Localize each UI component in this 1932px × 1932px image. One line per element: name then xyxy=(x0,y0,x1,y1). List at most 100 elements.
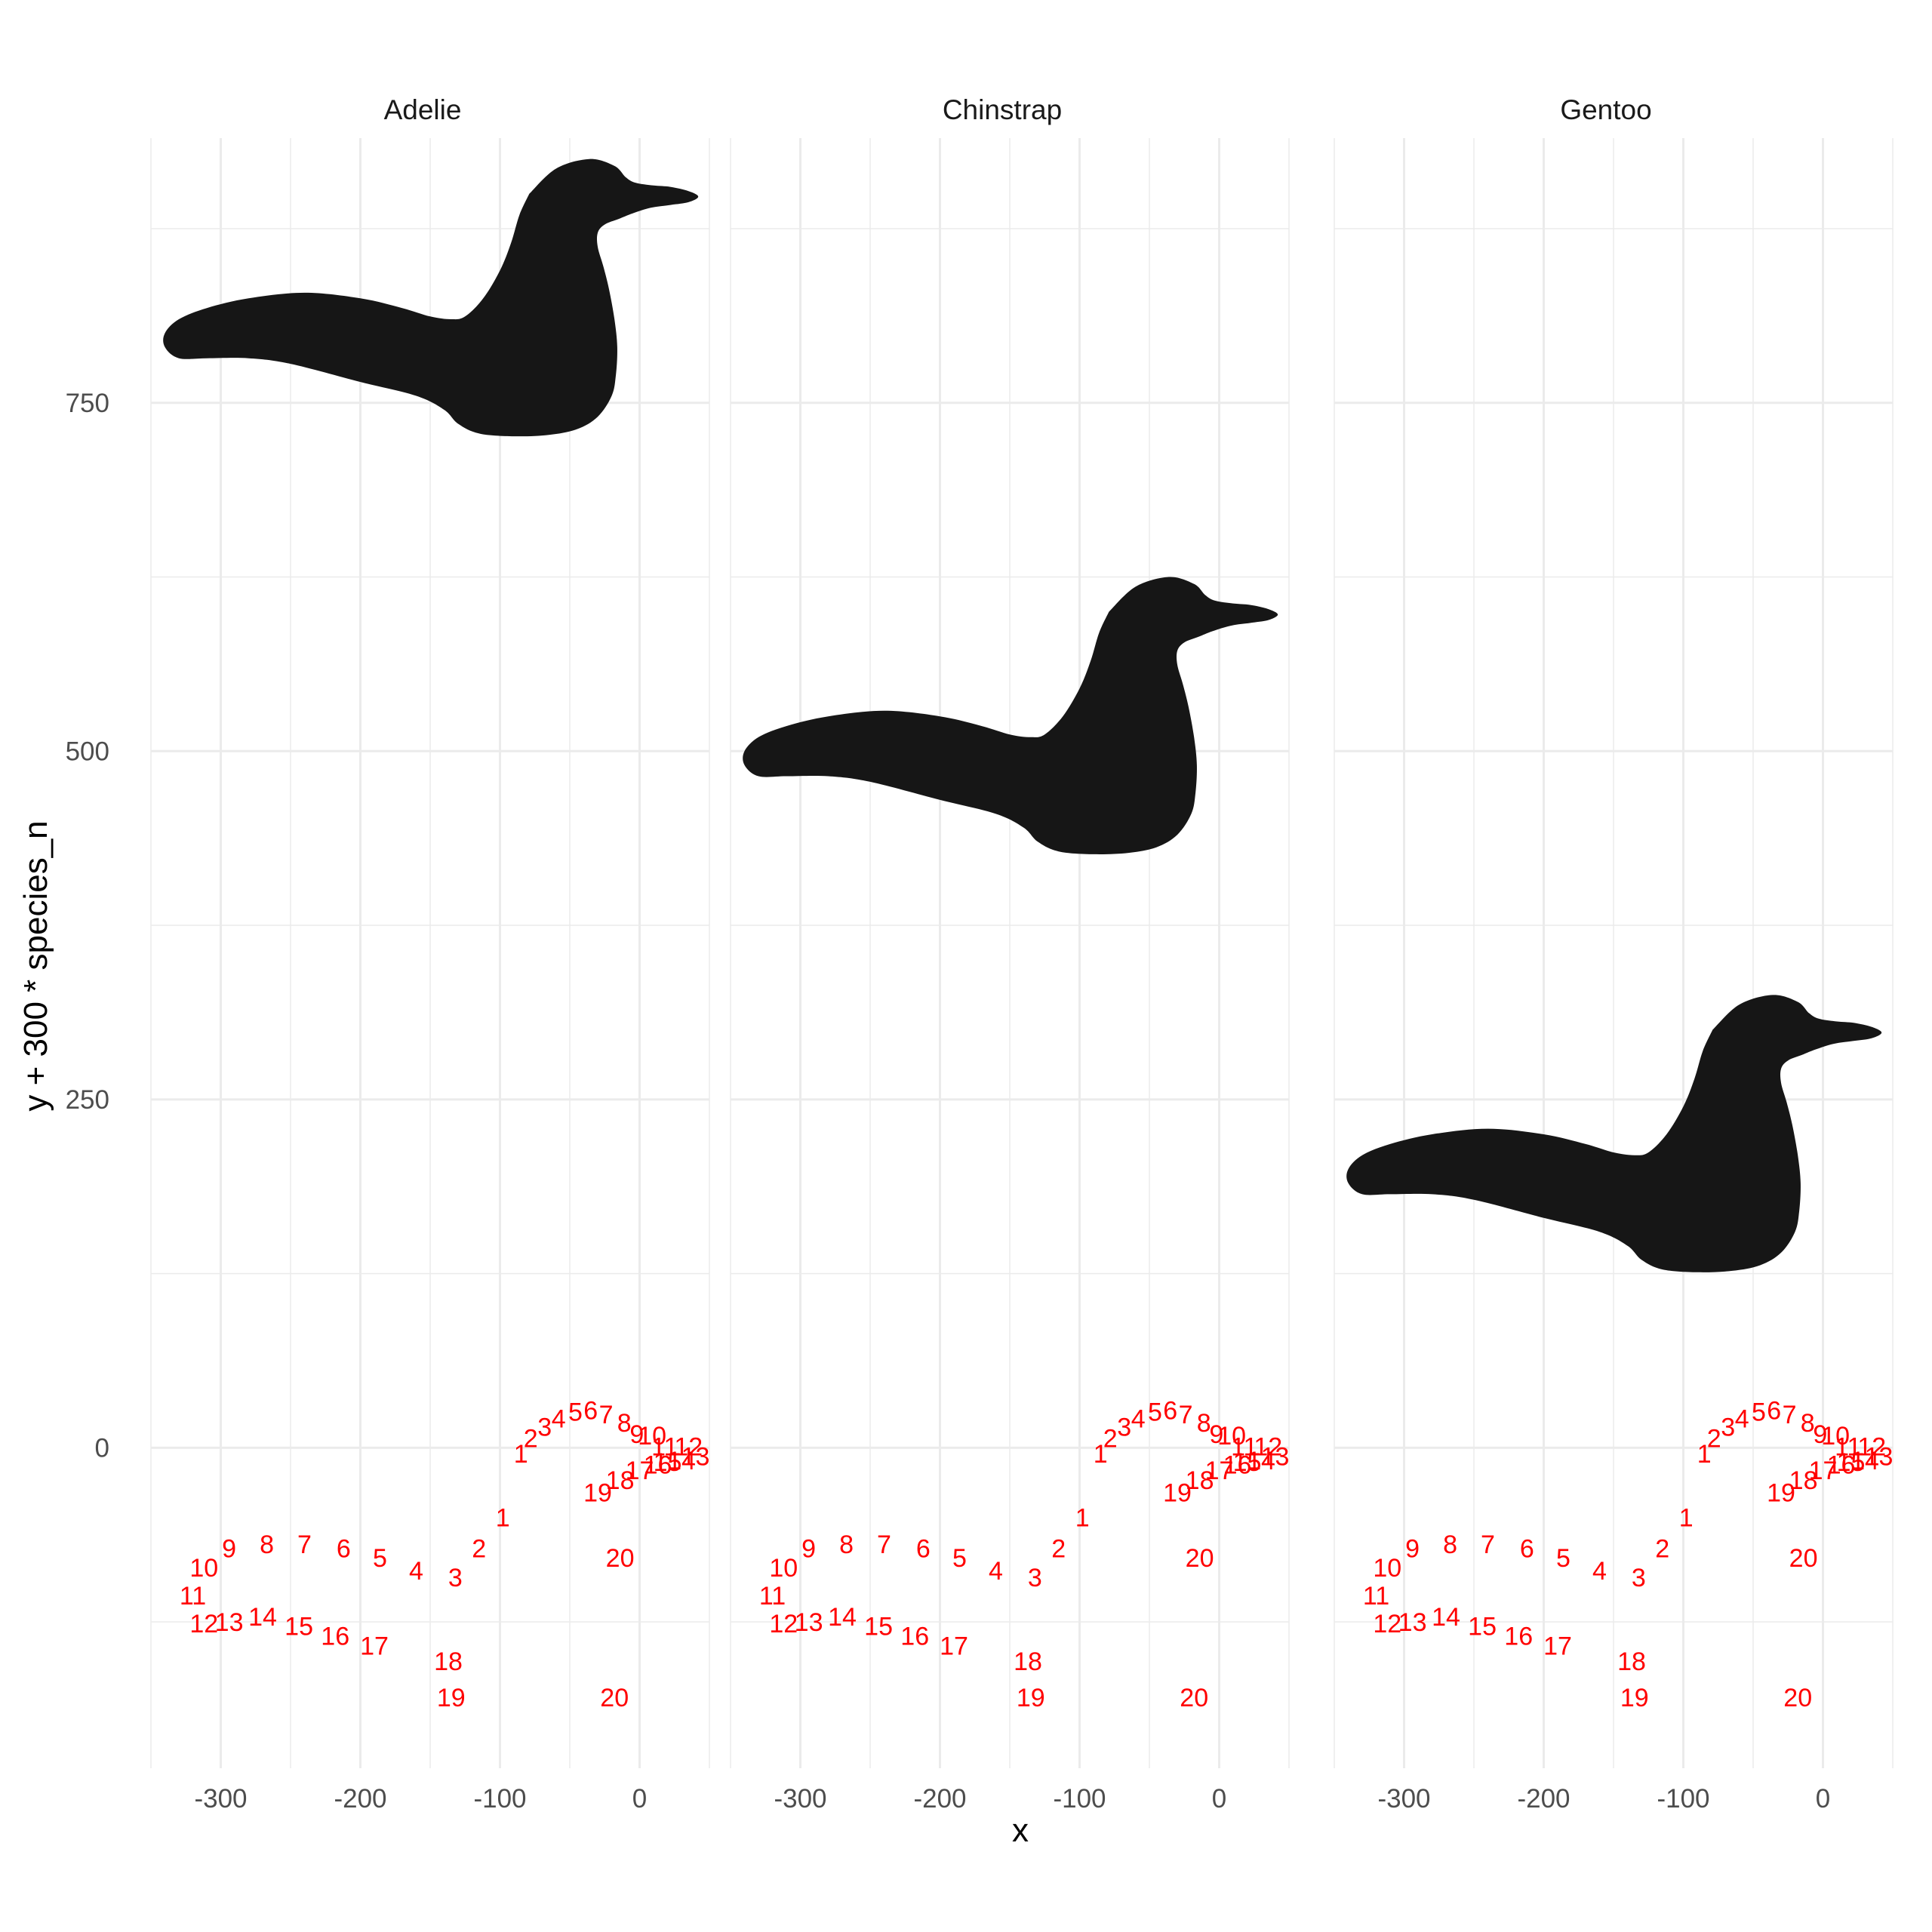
y-tick-label: 250 xyxy=(66,1085,109,1115)
point-label: 10 xyxy=(1217,1422,1246,1451)
point-label: 18 xyxy=(1789,1466,1818,1495)
point-label: 6 xyxy=(1163,1397,1177,1426)
point-label: 9 xyxy=(801,1534,816,1563)
y-axis: 0 250 500 750 xyxy=(66,389,109,1463)
point-label: 10 xyxy=(1373,1554,1401,1583)
point-label: 19 xyxy=(583,1478,612,1507)
point-label: 8 xyxy=(260,1531,274,1559)
point-label: 17 xyxy=(1809,1457,1838,1485)
point-label: 6 xyxy=(337,1534,351,1563)
point-label: 3 xyxy=(448,1564,463,1592)
point-label: 15 xyxy=(285,1613,313,1641)
point-label: 12 xyxy=(1254,1433,1282,1462)
point-label: 19 xyxy=(1620,1684,1649,1712)
shape-fill xyxy=(163,158,699,437)
x-tick-label: -100 xyxy=(473,1784,526,1814)
point-label: 13 xyxy=(681,1442,710,1471)
x-tick-label: -300 xyxy=(774,1784,826,1814)
point-label: 1 xyxy=(514,1440,528,1469)
point-label: 4 xyxy=(409,1557,423,1586)
y-tick-label: 500 xyxy=(66,737,109,766)
point-label: 16 xyxy=(321,1623,349,1651)
point-label: 18 xyxy=(1617,1647,1646,1676)
facet-strip-label: Chinstrap xyxy=(943,94,1062,125)
point-label: 8 xyxy=(617,1409,632,1438)
point-label: 17 xyxy=(626,1457,654,1485)
point-label: 20 xyxy=(1789,1544,1818,1573)
point-label: 8 xyxy=(1443,1531,1457,1559)
point-label: 20 xyxy=(1186,1544,1214,1573)
point-label: 11 xyxy=(180,1582,206,1611)
point-label: 12 xyxy=(189,1610,218,1638)
point-label: 14 xyxy=(1850,1447,1879,1475)
x-tick-label: 0 xyxy=(632,1784,647,1814)
point-label: 6 xyxy=(1520,1534,1534,1563)
point-label: 13 xyxy=(795,1608,823,1637)
point-label: 3 xyxy=(1117,1414,1131,1442)
point-label: 11 xyxy=(651,1433,678,1462)
point-label: 3 xyxy=(1028,1564,1042,1592)
point-label: 10 xyxy=(1821,1422,1850,1451)
facet-strip-label: Adelie xyxy=(384,94,462,125)
point-label: 4 xyxy=(1131,1405,1146,1434)
point-label: 15 xyxy=(864,1613,893,1641)
facet-strip-label: Gentoo xyxy=(1560,94,1651,125)
point-label: 2 xyxy=(1103,1424,1118,1453)
point-label: 17 xyxy=(1205,1457,1234,1485)
point-label: 10 xyxy=(638,1422,666,1451)
point-label: 11 xyxy=(1363,1582,1389,1611)
point-label: 15 xyxy=(654,1448,682,1477)
point-label: 2 xyxy=(472,1534,486,1563)
point-label: 7 xyxy=(599,1401,614,1429)
point-label: 1 xyxy=(1075,1504,1090,1533)
y-axis-title: y + 300 * species_n xyxy=(17,820,54,1111)
point-label: 20 xyxy=(600,1684,629,1712)
point-label: 19 xyxy=(1767,1478,1795,1507)
x-tick-label: -100 xyxy=(1657,1784,1709,1814)
point-label: 12 xyxy=(1857,1433,1886,1462)
point-label: 9 xyxy=(1813,1420,1827,1449)
point-label: 17 xyxy=(360,1632,389,1661)
point-label: 7 xyxy=(297,1531,312,1559)
point-label: 2 xyxy=(524,1424,538,1453)
point-label: 1 xyxy=(1697,1440,1712,1469)
x-tick-label: -300 xyxy=(1377,1784,1430,1814)
x-tick-label: -100 xyxy=(1053,1784,1106,1814)
x-tick-label: -300 xyxy=(194,1784,247,1814)
point-label: 7 xyxy=(1481,1531,1495,1559)
point-label: 16 xyxy=(900,1623,929,1651)
point-label: 16 xyxy=(644,1451,672,1480)
point-label: 1 xyxy=(496,1504,510,1533)
point-label: 13 xyxy=(215,1608,244,1637)
point-label: 1 xyxy=(1094,1440,1108,1469)
point-label: 3 xyxy=(1721,1414,1735,1442)
point-label: 20 xyxy=(1180,1684,1208,1712)
point-label: 16 xyxy=(1827,1451,1856,1480)
y-tick-label: 750 xyxy=(66,389,109,418)
point-label: 16 xyxy=(1504,1623,1533,1651)
point-label: 8 xyxy=(839,1531,854,1559)
point-label: 5 xyxy=(1752,1398,1766,1426)
point-label: 5 xyxy=(568,1398,583,1426)
point-label: 14 xyxy=(828,1603,857,1632)
point-label: 3 xyxy=(1632,1564,1646,1592)
point-label: 2 xyxy=(1707,1424,1721,1453)
point-label: 2 xyxy=(1051,1534,1066,1563)
point-label: 17 xyxy=(1543,1632,1572,1661)
point-label: 11 xyxy=(1835,1433,1861,1462)
point-label: 6 xyxy=(1767,1397,1781,1426)
point-label: 5 xyxy=(1148,1398,1162,1426)
point-label: 18 xyxy=(434,1647,463,1676)
point-label: 20 xyxy=(606,1544,635,1573)
point-label: 9 xyxy=(1405,1534,1420,1563)
point-label: 1 xyxy=(1679,1504,1694,1533)
point-label: 18 xyxy=(606,1466,635,1495)
point-label: 10 xyxy=(769,1554,798,1583)
point-label: 2 xyxy=(1655,1534,1669,1563)
point-label: 14 xyxy=(1247,1447,1275,1475)
x-tick-label: -200 xyxy=(913,1784,966,1814)
point-label: 7 xyxy=(1179,1401,1193,1429)
